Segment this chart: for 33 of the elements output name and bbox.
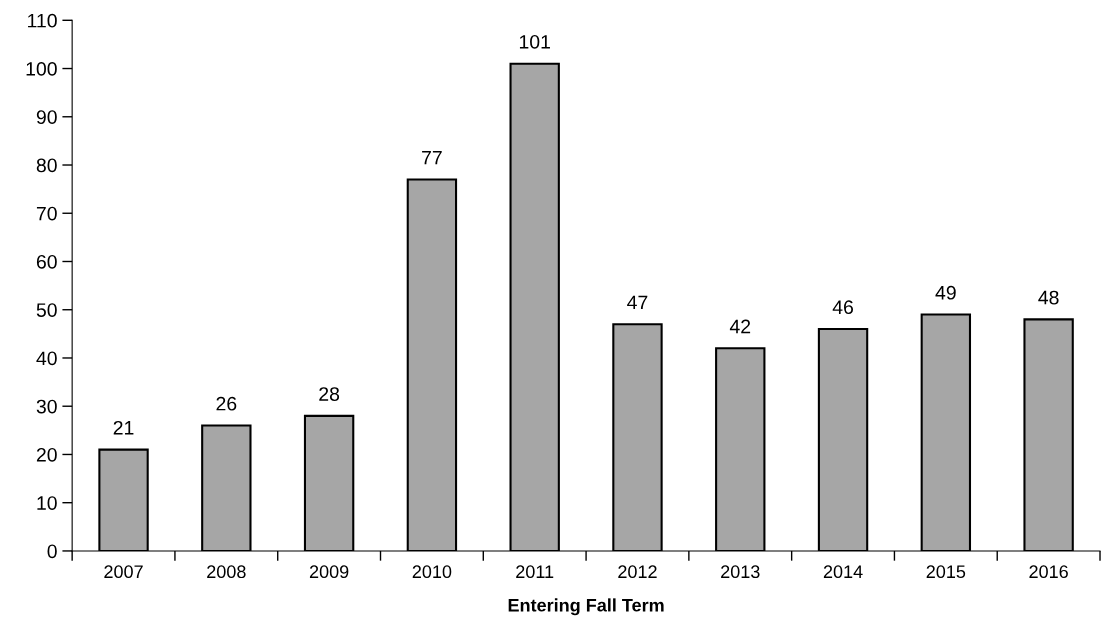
y-tick-label: 110 [28, 13, 57, 28]
data-label: 49 [935, 285, 956, 300]
x-axis-title: Entering Fall Term [508, 598, 664, 616]
data-label: 21 [113, 420, 134, 435]
x-tick-label: 2007 [104, 565, 143, 579]
x-tick-label: 2013 [721, 565, 760, 579]
y-tick-label: 100 [26, 62, 57, 76]
y-tick-label: 0 [47, 544, 57, 559]
data-label: 42 [729, 319, 751, 334]
data-label: 48 [1038, 290, 1059, 305]
x-tick-label: 2008 [207, 565, 246, 579]
data-label: 28 [319, 387, 340, 401]
data-label: 101 [519, 34, 550, 49]
x-tick-label: 2009 [309, 565, 349, 579]
data-label: 26 [216, 396, 237, 411]
x-tick-label: 2015 [926, 565, 966, 579]
y-tick-label: 70 [36, 206, 57, 221]
y-tick-label: 90 [36, 110, 57, 125]
x-tick-label: 2011 [516, 565, 554, 579]
data-label: 77 [422, 150, 442, 165]
y-tick-label: 50 [36, 303, 57, 317]
data-label: 47 [627, 295, 648, 310]
x-tick-label: 2014 [823, 565, 863, 579]
y-tick-label: 60 [36, 254, 57, 269]
data-label: 46 [832, 300, 854, 315]
y-tick-label: 10 [37, 496, 57, 510]
x-tick-label: 2012 [618, 565, 657, 579]
y-tick-label: 20 [36, 447, 57, 462]
y-tick-label: 40 [36, 351, 57, 366]
y-tick-label: 30 [36, 399, 57, 414]
x-tick-label: 2010 [412, 565, 452, 579]
y-tick-label: 80 [36, 158, 57, 173]
x-tick-label: 2016 [1029, 565, 1068, 579]
